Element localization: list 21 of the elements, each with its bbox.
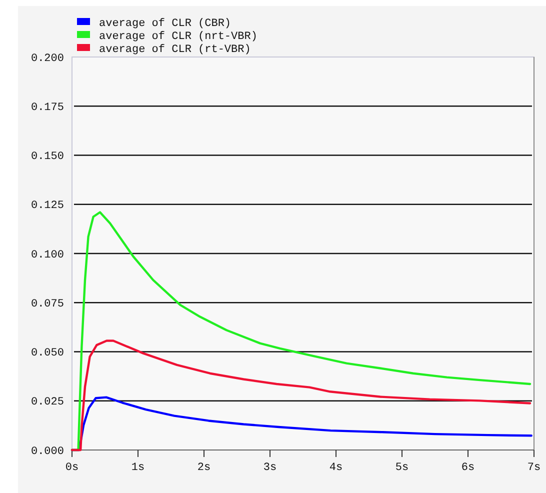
y-tick-label: 0.150 xyxy=(30,151,64,164)
x-tick-label: 2s xyxy=(197,462,211,474)
x-tick-label: 3s xyxy=(263,462,277,474)
x-tick-label: 7s xyxy=(527,462,541,474)
y-tick-label: 0.000 xyxy=(30,446,64,458)
x-tick-label: 5s xyxy=(395,462,409,474)
x-tick-label: 0s xyxy=(65,462,79,474)
line-series xyxy=(70,340,532,452)
y-tick-label: 0.050 xyxy=(30,348,64,360)
y-tick-label: 0.175 xyxy=(30,102,64,114)
legend-label: average of CLR (nrt-VBR) xyxy=(99,30,258,43)
y-tick-label: 0.200 xyxy=(30,52,64,65)
y-tick-label: 0.025 xyxy=(30,396,64,409)
y-tick-label: 0.100 xyxy=(30,249,64,262)
x-tick-label: 4s xyxy=(329,462,343,474)
legend-label: average of CLR (rt-VBR) xyxy=(99,44,251,56)
y-tick-label: 0.125 xyxy=(30,200,64,212)
legend-label: average of CLR (CBR) xyxy=(99,18,232,30)
x-tick-label: 6s xyxy=(461,462,475,474)
y-tick-label: 0.075 xyxy=(30,298,64,310)
x-tick-label: 1s xyxy=(131,462,145,474)
